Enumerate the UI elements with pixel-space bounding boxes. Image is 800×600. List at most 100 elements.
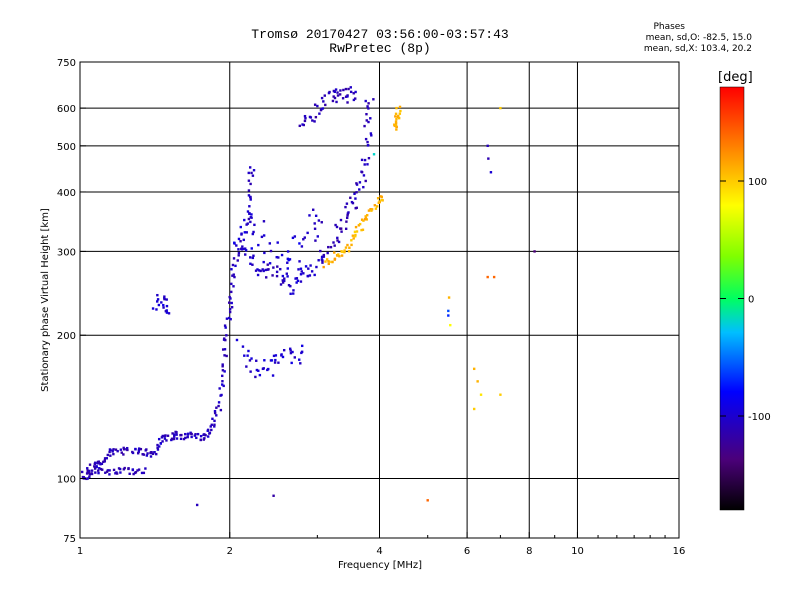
data-point (149, 455, 153, 458)
data-point (363, 124, 366, 128)
data-point (244, 249, 248, 252)
data-point (184, 432, 187, 436)
data-point (103, 457, 107, 460)
data-point (225, 334, 228, 337)
data-point (337, 253, 340, 256)
data-point (252, 254, 255, 257)
data-point (355, 182, 358, 185)
data-point (315, 265, 318, 269)
data-point (146, 452, 149, 455)
data-point (346, 95, 349, 98)
data-point (354, 197, 357, 200)
data-point (155, 452, 158, 456)
data-point (275, 274, 279, 278)
colorbar-ticks: 100 0 -100 (720, 177, 771, 423)
data-point (241, 345, 245, 348)
data-point (250, 171, 253, 175)
data-point (308, 214, 311, 217)
data-point (244, 253, 247, 256)
data-point (157, 437, 161, 441)
data-point (196, 432, 200, 436)
data-point (266, 263, 269, 266)
data-point (336, 239, 339, 242)
data-point (236, 259, 239, 262)
data-point (321, 259, 324, 262)
data-point (298, 242, 301, 245)
data-point (295, 281, 298, 284)
data-point (281, 274, 285, 278)
data-point (151, 307, 155, 310)
data-point (499, 393, 502, 396)
data-point (155, 308, 158, 311)
data-point (167, 312, 171, 315)
data-point (237, 251, 241, 255)
data-point (354, 233, 357, 237)
data-point (242, 247, 245, 251)
data-point (233, 275, 236, 279)
data-point (367, 120, 370, 124)
data-point (296, 279, 300, 283)
data-point (229, 297, 232, 300)
data-point (221, 380, 224, 383)
data-point (106, 469, 110, 472)
data-point (399, 109, 402, 113)
data-point (190, 432, 193, 436)
data-point (250, 247, 253, 250)
data-point (240, 248, 243, 251)
data-point (275, 255, 278, 259)
data-point (393, 123, 396, 126)
data-point (344, 205, 347, 209)
data-point (249, 256, 252, 259)
data-point (249, 220, 252, 224)
data-point (228, 307, 232, 311)
data-point (94, 471, 97, 474)
data-point (159, 442, 162, 445)
data-point (249, 195, 252, 199)
data-point (313, 222, 316, 225)
data-point (366, 105, 369, 108)
data-point (343, 249, 346, 252)
data-point (165, 304, 169, 308)
data-point (218, 387, 221, 390)
data-point (217, 401, 221, 404)
data-point (447, 314, 450, 317)
data-point (364, 179, 367, 183)
data-point (279, 283, 283, 286)
data-point (447, 309, 450, 313)
data-point (499, 106, 502, 110)
data-point (327, 91, 331, 95)
data-point (373, 204, 377, 207)
data-point (203, 437, 206, 440)
data-point (165, 311, 169, 314)
data-point (108, 473, 111, 476)
data-point (372, 153, 376, 156)
data-point (251, 232, 255, 236)
data-point (243, 231, 247, 234)
data-point (248, 166, 252, 169)
data-point (221, 374, 224, 378)
data-point (248, 205, 251, 208)
data-point (172, 437, 176, 441)
data-point (103, 459, 106, 462)
data-point (265, 276, 268, 279)
data-point (360, 171, 364, 174)
data-point (122, 453, 125, 456)
data-point (109, 448, 112, 452)
chart-subtitle: RwPretec (8p) (329, 41, 431, 56)
data-point (335, 225, 339, 229)
data-point (303, 114, 307, 118)
data-point (394, 115, 397, 118)
data-point (275, 270, 279, 274)
data-point (268, 262, 272, 265)
data-point (158, 445, 161, 448)
data-point (237, 237, 241, 241)
data-point (206, 428, 210, 432)
data-point (320, 255, 324, 259)
y-tick-label: 500 (57, 142, 76, 153)
data-point (94, 461, 97, 464)
data-point (298, 358, 301, 361)
data-point (472, 407, 476, 411)
data-point (339, 89, 342, 92)
data-point (286, 261, 289, 264)
data-point (318, 112, 321, 115)
